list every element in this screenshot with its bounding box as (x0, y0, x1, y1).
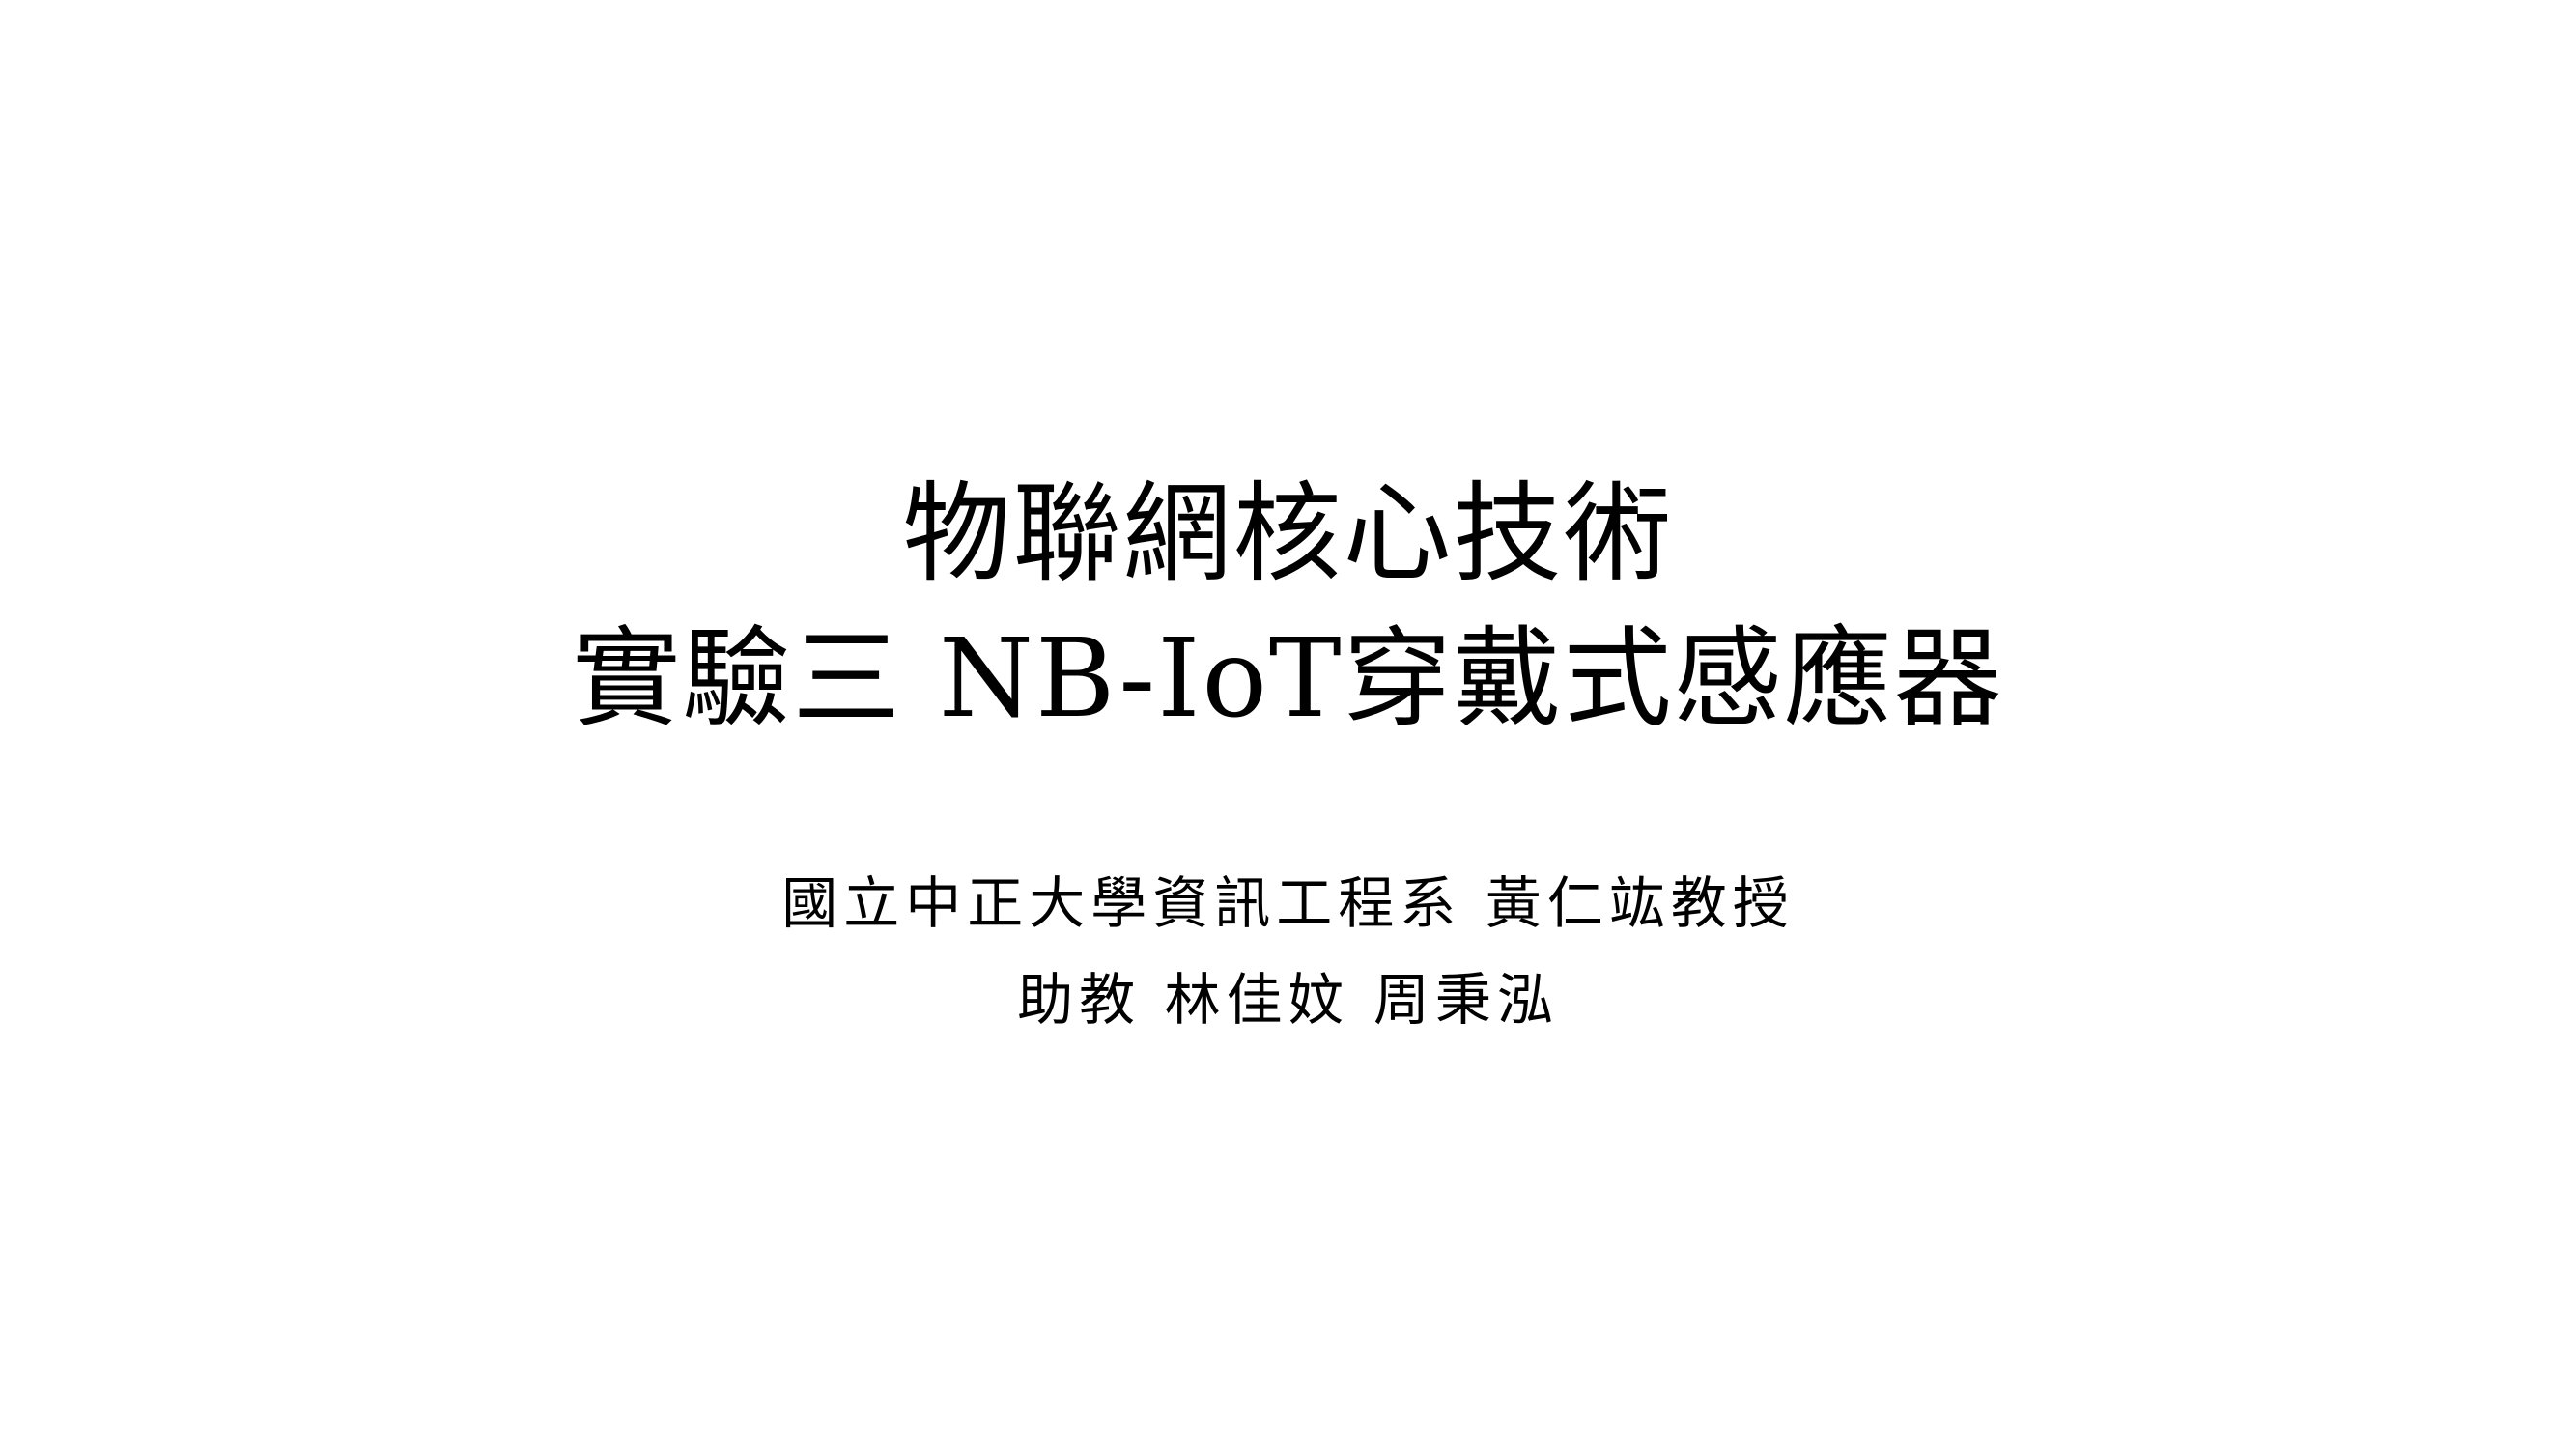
subtitle-block: 國立中正大學資訊工程系 黃仁竑教授 助教 林佳妏 周秉泓 (0, 855, 2576, 1048)
teaching-assistants-text: 助教 林佳妏 周秉泓 (1017, 967, 1559, 1033)
affiliation-text: 國立中正大學資訊工程系 黃仁竑教授 (781, 870, 1795, 936)
slide-title-line-2: 實驗三 NB-IoT穿戴式感應器 (572, 616, 2004, 742)
title-block: 物聯網核心技術 實驗三 NB-IoT穿戴式感應器 (0, 462, 2576, 752)
slide-title-line-1: 物聯網核心技術 (902, 471, 1674, 597)
